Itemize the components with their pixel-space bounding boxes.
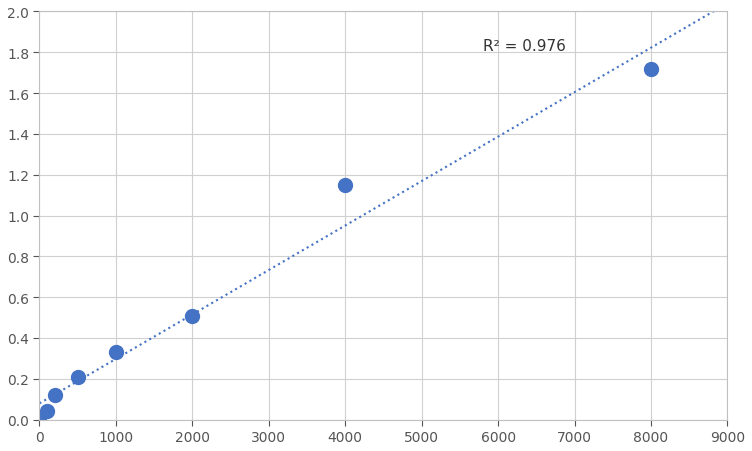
Point: [41, 408, 53, 415]
Text: R² = 0.976: R² = 0.976: [483, 39, 566, 54]
Point: [186, 312, 199, 319]
Point: [71, 373, 83, 381]
Point: [110, 349, 122, 356]
Point: [645, 66, 657, 73]
Point: [339, 182, 351, 189]
Point: [34, 416, 46, 423]
Point: [49, 391, 61, 399]
